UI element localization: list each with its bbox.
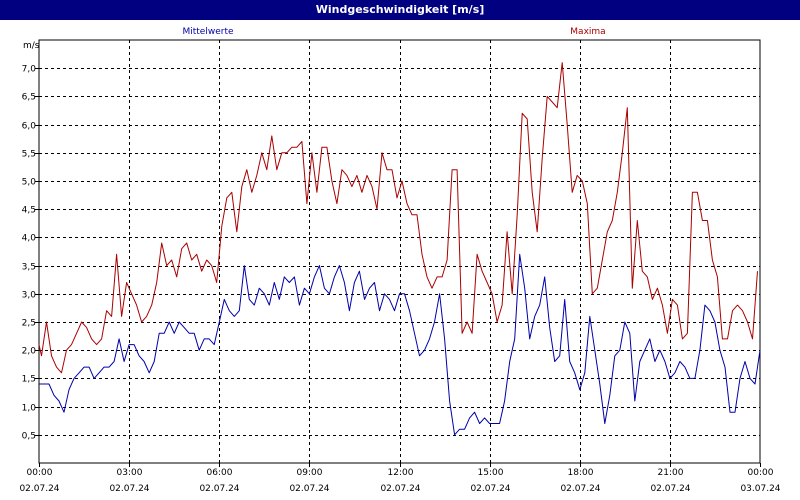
x-tick-time-label: 12:00: [388, 468, 414, 478]
series-line-maxima: [38, 62, 758, 374]
x-tick-date-label: 02.07.24: [19, 484, 59, 494]
x-tick-time-label: 06:00: [207, 468, 233, 478]
x-tick-time-label: 00:00: [748, 468, 774, 478]
plot-frame: [38, 39, 761, 464]
legend-maxima: Maxima: [570, 27, 605, 37]
y-tick-label: 4,0: [22, 234, 37, 244]
y-tick-label: 3,5: [22, 263, 36, 273]
x-axis: 00:00 02.07.24 03:00 02.07.24 06:00 02.07.24 0…: [19, 463, 781, 494]
y-tick-label: 1,5: [22, 375, 36, 385]
y-axis: 0,5 1,0 1,5 2,0 2,5 3,0 3,5 4,0 4,5 5,0 5,5 6,0 6,5 7…: [22, 65, 39, 442]
x-tick-date-label: 02.07.24: [560, 484, 600, 494]
x-tick-date-label: 02.07.24: [380, 484, 420, 494]
x-tick-date-label: 03.07.24: [740, 484, 780, 494]
y-tick-label: 6,5: [22, 93, 36, 103]
y-tick-label: 7,0: [22, 65, 37, 75]
x-tick-time-label: 18:00: [568, 468, 594, 478]
window-title: Windgeschwindigkeit [m/s]: [0, 0, 800, 20]
x-tick-date-label: 02.07.24: [650, 484, 690, 494]
y-tick-label: 3,0: [22, 291, 37, 301]
y-tick-label: 5,5: [22, 150, 36, 160]
y-tick-label: 4,5: [22, 206, 36, 216]
x-tick-date-label: 02.07.24: [109, 484, 149, 494]
y-tick-label: 2,5: [22, 319, 36, 329]
y-tick-label: 0,5: [22, 432, 36, 442]
y-tick-label: 6,0: [22, 122, 37, 132]
y-axis-unit-label: m/s: [23, 41, 40, 51]
series-line-mittelwerte: [39, 253, 761, 436]
x-tick-date-label: 02.07.24: [470, 484, 510, 494]
legend-mittelwerte: Mittelwerte: [182, 27, 233, 37]
y-tick-label: 1,0: [22, 404, 37, 414]
wind-speed-chart: 0,5 1,0 1,5 2,0 2,5 3,0 3,5 4,0 4,5 5,0 5,5 6,0 6,5 7…: [0, 20, 800, 500]
x-tick-time-label: 03:00: [117, 468, 143, 478]
x-tick-date-label: 02.07.24: [289, 484, 329, 494]
y-tick-label: 2,0: [22, 347, 37, 357]
x-tick-time-label: 21:00: [658, 468, 684, 478]
y-tick-label: 5,0: [22, 178, 37, 188]
x-tick-time-label: 00:00: [27, 468, 53, 478]
x-tick-time-label: 09:00: [297, 468, 323, 478]
x-tick-date-label: 02.07.24: [199, 484, 239, 494]
x-tick-time-label: 15:00: [478, 468, 504, 478]
series-layer: [38, 62, 761, 436]
